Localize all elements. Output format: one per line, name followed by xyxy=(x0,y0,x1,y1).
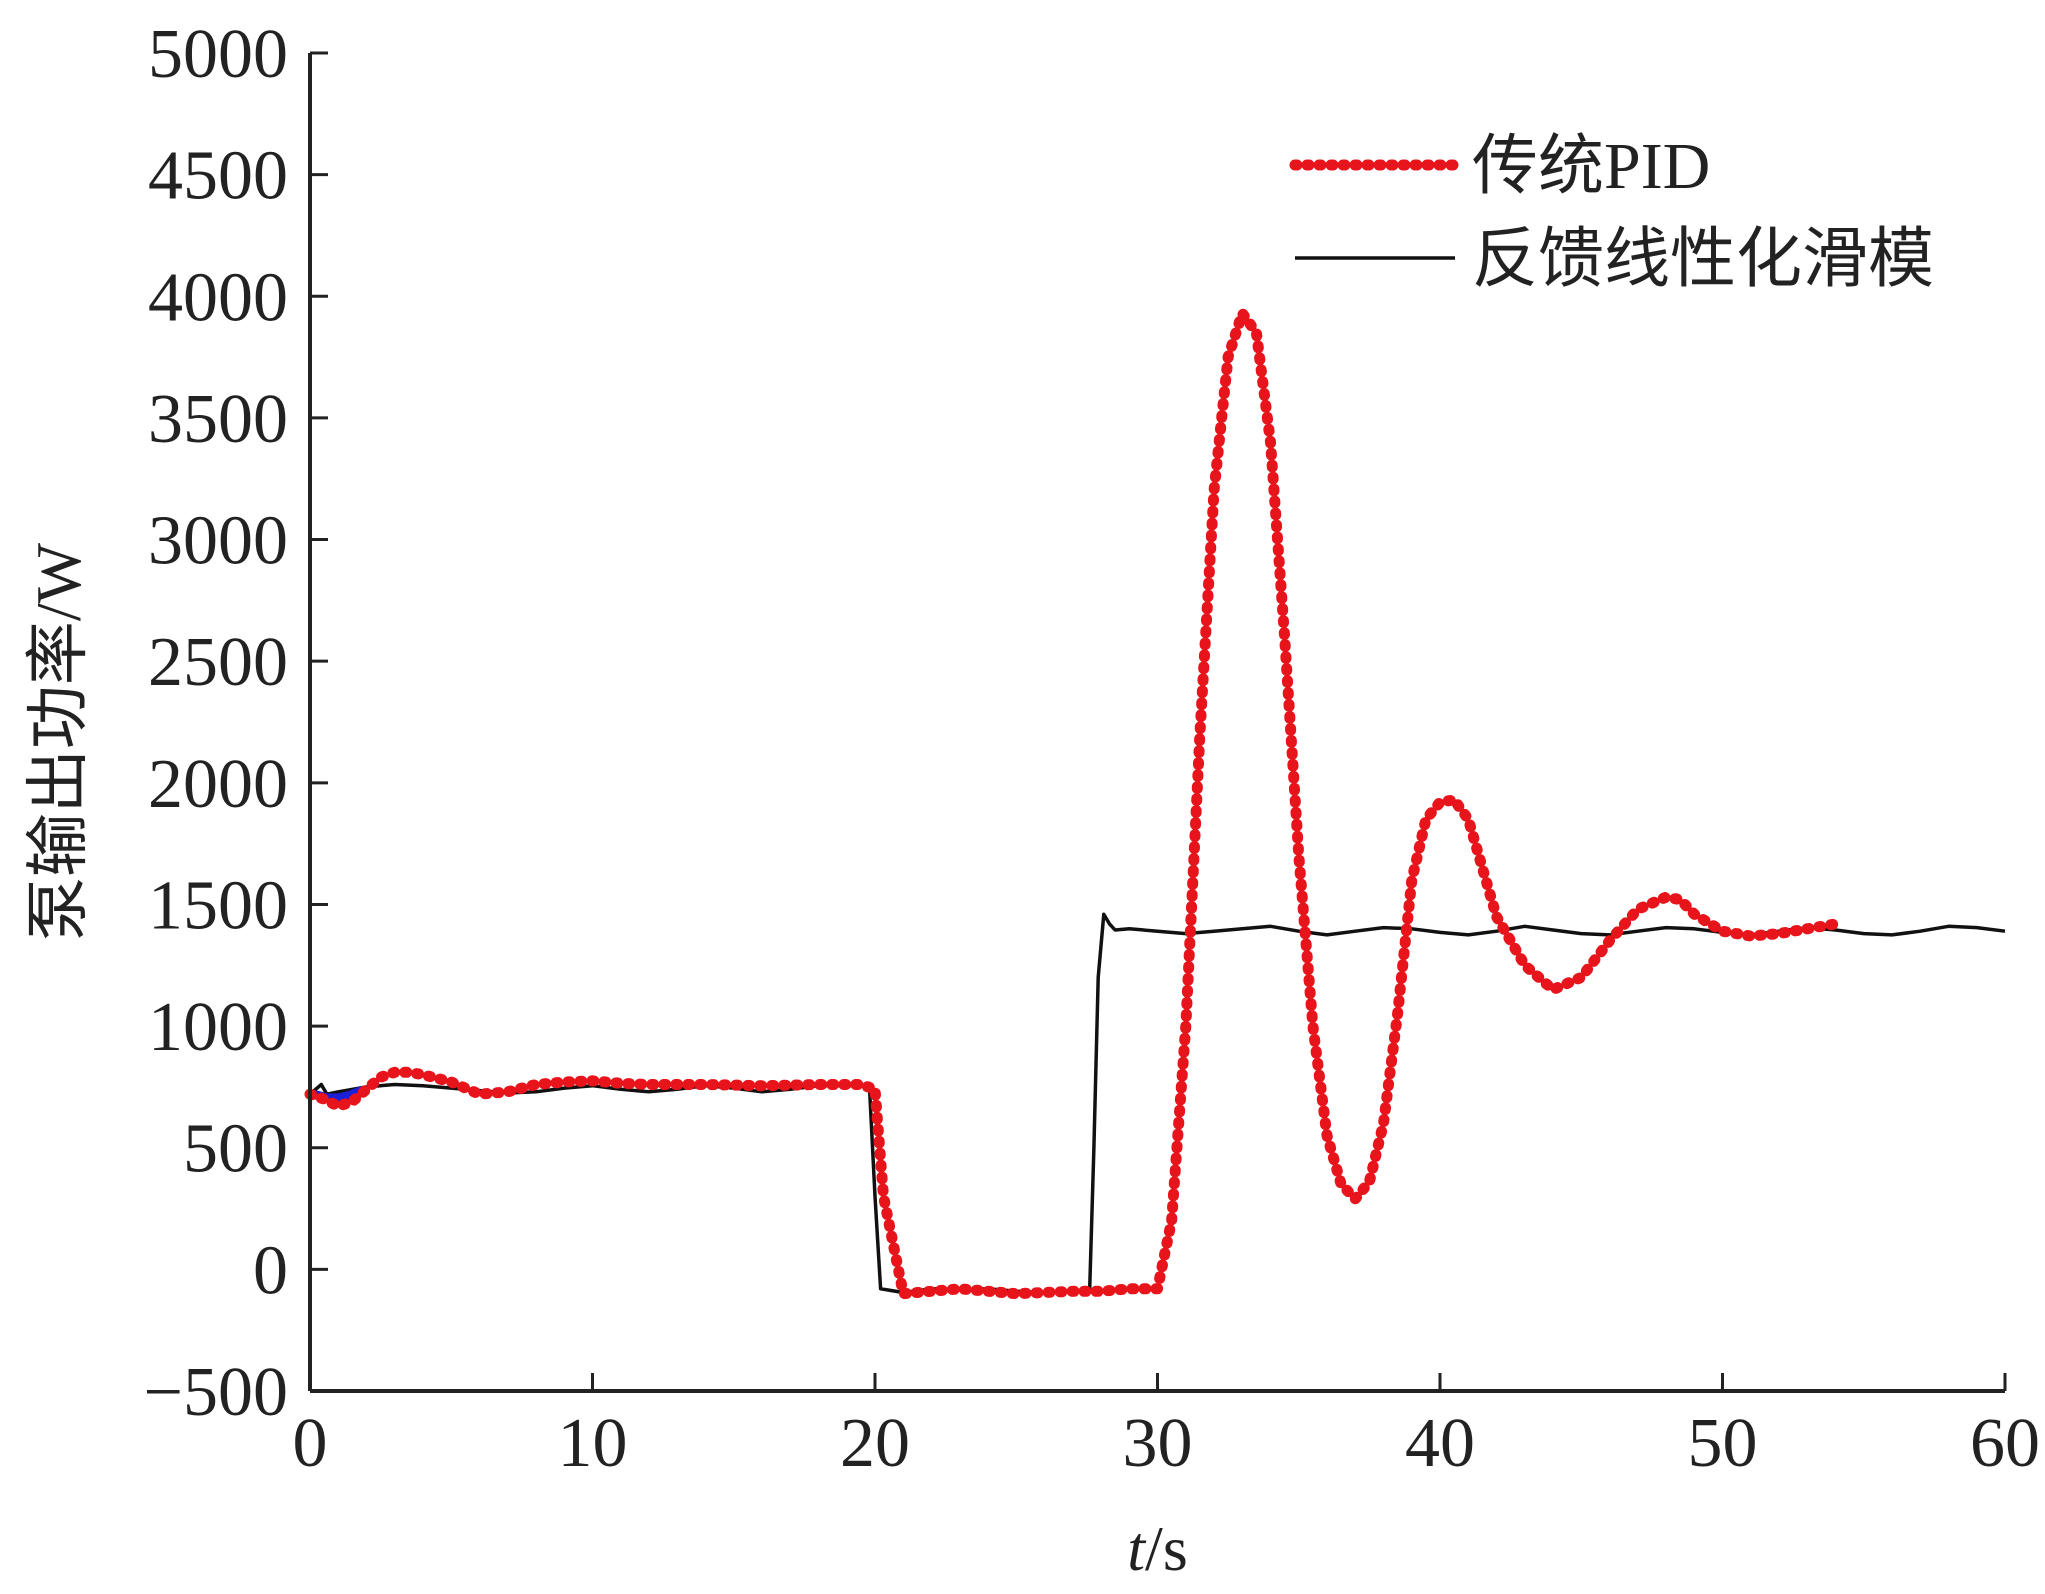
y-tick-label: 2000 xyxy=(148,746,288,823)
x-axis-label-unit: /s xyxy=(1145,1513,1188,1584)
series-line-smc xyxy=(308,912,2006,1295)
y-tick-label: 2500 xyxy=(148,624,288,701)
y-tick-label: 4000 xyxy=(148,259,288,336)
y-tick-label: 1500 xyxy=(148,867,288,944)
y-tick-label: −500 xyxy=(144,1354,288,1431)
y-tick-label: 0 xyxy=(253,1232,288,1309)
x-ticks: 0 10 20 30 40 50 60 xyxy=(293,1373,2040,1482)
x-tick-label: 40 xyxy=(1405,1405,1475,1482)
x-tick-label: 0 xyxy=(293,1405,328,1482)
y-tick-label: 1000 xyxy=(148,989,288,1066)
legend-label-smc: 反馈线性化滑模 xyxy=(1472,223,1934,296)
axes-layer: 0 10 20 30 40 50 60 −5000500100015002000250030… xyxy=(144,16,2040,1482)
series-layer xyxy=(304,307,2006,1300)
x-tick-label: 10 xyxy=(558,1405,628,1482)
y-ticks: −500 0 500 1000 1500 2000 2500 3000 3500 4000 4500… xyxy=(144,16,328,1431)
y-axis-label: 泵输出功率/W xyxy=(23,542,94,941)
legend: 传统PID 反馈线性化滑模 xyxy=(1289,130,1934,296)
y-tick-label: 5000 xyxy=(148,16,288,93)
x-axis-label-var: t xyxy=(1127,1513,1147,1584)
x-tick-label: 20 xyxy=(840,1405,910,1482)
y-tick-label: 3500 xyxy=(148,381,288,458)
y-tick-label: 500 xyxy=(183,1111,288,1188)
legend-label-pid: 传统PID xyxy=(1472,130,1710,203)
x-tick-label: 30 xyxy=(1123,1405,1193,1482)
y-tick-label: 3000 xyxy=(148,503,288,580)
x-axis-label: t/s xyxy=(1127,1513,1187,1584)
x-tick-label: 50 xyxy=(1688,1405,1758,1482)
series-line-pid xyxy=(304,307,1841,1300)
y-tick-label: 4500 xyxy=(148,138,288,215)
x-tick-label: 60 xyxy=(1970,1405,2040,1482)
